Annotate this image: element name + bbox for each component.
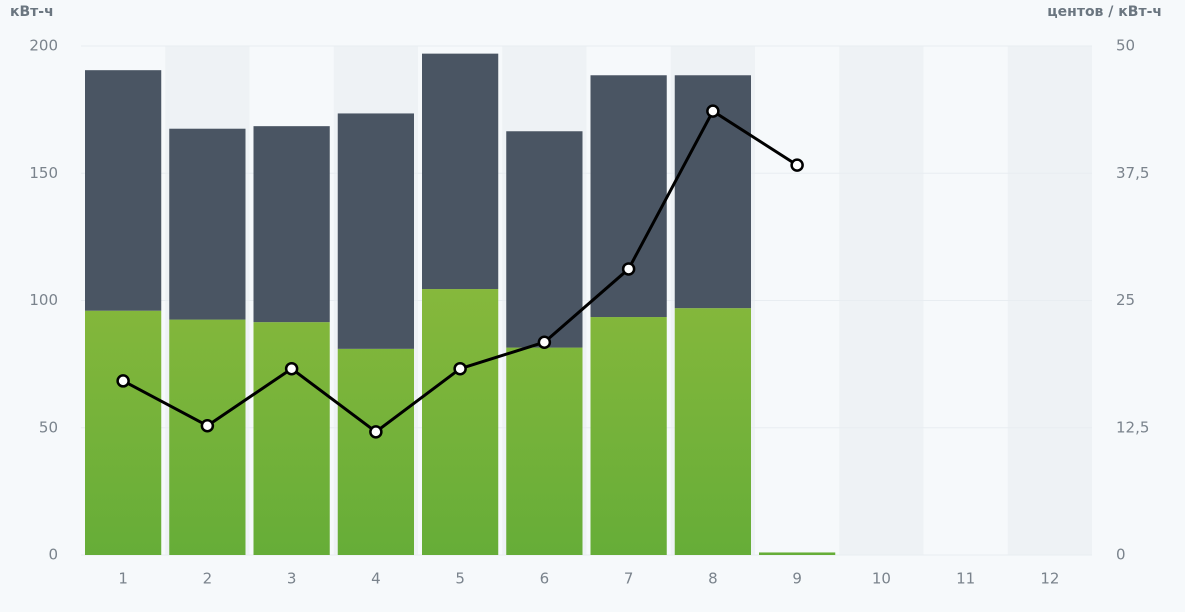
bar-segment [759,552,836,555]
line-point [116,374,130,388]
x-tick-label: 6 [540,570,550,588]
bar-segment [506,347,583,555]
x-tick-label: 2 [203,570,213,588]
x-tick-label: 9 [792,570,802,588]
bar-segment [169,319,246,555]
x-tick-label: 3 [287,570,297,588]
line-point [621,262,636,276]
y-tick-label: 200 [29,37,58,55]
bar-segment [422,53,499,290]
bar-segment [506,131,583,348]
bar-segment [590,75,667,318]
y2-tick-label: 37,5 [1116,164,1149,182]
line-point [790,158,804,172]
bar-segment [337,113,414,349]
bar-segment [85,70,162,311]
x-tick-label: 12 [1040,570,1059,588]
bar-segment [422,289,499,555]
y-tick-label: 150 [29,164,58,182]
x-tick-label: 4 [371,570,381,588]
y-tick-label: 100 [29,291,58,309]
x-tick-label: 11 [956,570,975,588]
bar-segment [337,348,414,555]
y2-tick-label: 25 [1116,291,1135,309]
y2-axis-title: центов / кВт-ч [1047,4,1162,20]
bar-segment [253,322,330,555]
line-point [200,418,215,433]
y2-tick-label: 12,5 [1116,418,1149,436]
x-tick-label: 8 [708,570,718,588]
bar-segment [169,128,246,320]
x-tick-label: 10 [872,570,891,588]
bar-segment [590,317,667,555]
y-tick-label: 0 [48,546,58,564]
y2-tick-label: 0 [1116,546,1126,564]
bar-segment [674,308,751,555]
line-point [706,104,720,118]
line-point [537,335,552,349]
x-tick-label: 1 [118,570,128,588]
bar-segment [85,310,162,555]
line-point [369,425,383,439]
line-point [453,361,467,376]
y-tick-label: 50 [39,418,58,436]
y-axis-title: кВт-ч [10,4,54,20]
x-tick-label: 7 [624,570,634,588]
y2-tick-label: 50 [1116,37,1135,55]
x-tick-label: 5 [455,570,465,588]
bar-segment [253,126,330,323]
line-point [284,361,299,376]
